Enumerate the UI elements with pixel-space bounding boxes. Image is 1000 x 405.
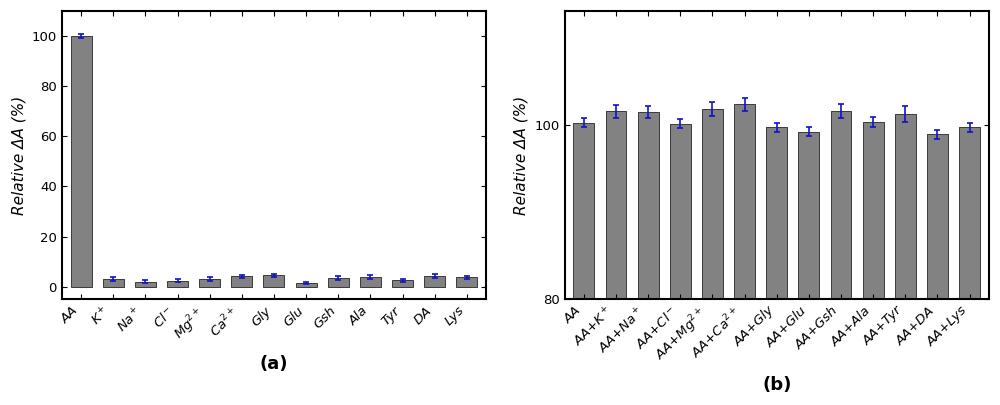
Bar <box>734 104 755 405</box>
Bar <box>360 277 381 287</box>
Bar <box>670 124 691 405</box>
Bar <box>456 277 477 287</box>
Bar <box>573 123 594 405</box>
Bar <box>167 281 188 287</box>
Bar <box>702 109 723 405</box>
Y-axis label: Relative ΔA (%): Relative ΔA (%) <box>11 96 26 215</box>
Bar <box>959 127 980 405</box>
Bar <box>231 276 252 287</box>
Y-axis label: Relative ΔA (%): Relative ΔA (%) <box>514 96 529 215</box>
Bar <box>863 122 884 405</box>
Bar <box>392 280 413 287</box>
Bar <box>328 278 349 287</box>
Bar <box>927 134 948 405</box>
Bar <box>263 275 284 287</box>
Bar <box>424 276 445 287</box>
Bar <box>895 114 916 405</box>
Bar <box>71 36 92 287</box>
Bar <box>296 283 317 287</box>
Bar <box>638 112 659 405</box>
Bar <box>199 279 220 287</box>
Bar <box>606 111 626 405</box>
Bar <box>831 111 851 405</box>
Bar <box>135 281 156 287</box>
X-axis label: (b): (b) <box>762 376 791 394</box>
Bar <box>103 279 124 287</box>
Bar <box>798 132 819 405</box>
Bar <box>766 127 787 405</box>
X-axis label: (a): (a) <box>260 355 288 373</box>
